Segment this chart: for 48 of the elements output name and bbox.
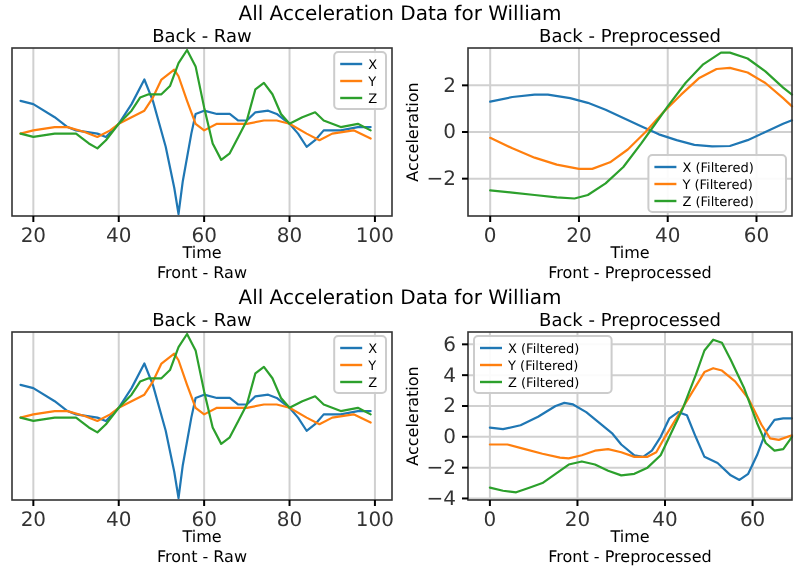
line-series (489, 66, 794, 170)
x-tick-label: 60 (191, 226, 217, 249)
y-axis-title: Acceleration (404, 366, 422, 466)
x-tick-label: 0 (483, 226, 497, 249)
y-tick-label: 2 (443, 75, 456, 98)
x-axis-title: Time (180, 528, 222, 546)
x-tick-label: 60 (191, 510, 217, 533)
y-tick-label: −2 (426, 169, 456, 192)
y-tick-label: 4 (443, 365, 456, 388)
text: Front - Preprocessed (548, 548, 712, 566)
line-series (488, 401, 794, 482)
x-tick-label: 40 (652, 510, 678, 533)
x-tick-label: 20 (566, 226, 592, 249)
y-tick-label: −4 (426, 488, 456, 511)
text: All Acceleration Data for William (238, 4, 562, 26)
x-tick-label: 0 (483, 510, 497, 533)
y-axis-title: Acceleration (404, 82, 422, 182)
x-axis-title: Time (608, 528, 650, 546)
chart-title: Back - Raw (152, 28, 252, 48)
text: Front - Raw (156, 548, 248, 566)
x-tick-label: 40 (106, 226, 132, 249)
x-tick-label: 100 (355, 510, 395, 533)
x-axis-title: Time (608, 244, 650, 262)
x-axis-title: Time (180, 244, 222, 262)
line-series (489, 93, 794, 148)
x-tick-label: 60 (743, 226, 770, 249)
text: All Acceleration Data for William (238, 288, 562, 310)
x-tick-label: 20 (564, 510, 591, 533)
chart-title: Back - Preprocessed (539, 312, 721, 332)
x-tick-label: 40 (106, 510, 132, 533)
chart-title: Back - Raw (152, 312, 252, 332)
x-tick-label: 20 (20, 510, 47, 533)
x-tick-label: 60 (739, 510, 766, 533)
line-series (488, 338, 794, 494)
x-tick-label: 80 (276, 226, 303, 249)
x-tick-label: 20 (20, 226, 47, 249)
text: Front - Preprocessed (548, 264, 712, 282)
line-series (489, 51, 794, 200)
y-tick-label: 0 (443, 122, 456, 145)
chart-title: Back - Preprocessed (539, 28, 721, 48)
y-tick-label: −2 (426, 458, 456, 481)
y-tick-label: 0 (443, 427, 456, 450)
text: Front - Raw (156, 264, 248, 282)
x-tick-label: 80 (276, 510, 303, 533)
x-tick-label: 100 (355, 226, 395, 249)
y-tick-label: 6 (443, 334, 456, 357)
y-tick-label: 2 (443, 396, 456, 419)
x-tick-label: 40 (654, 226, 681, 249)
